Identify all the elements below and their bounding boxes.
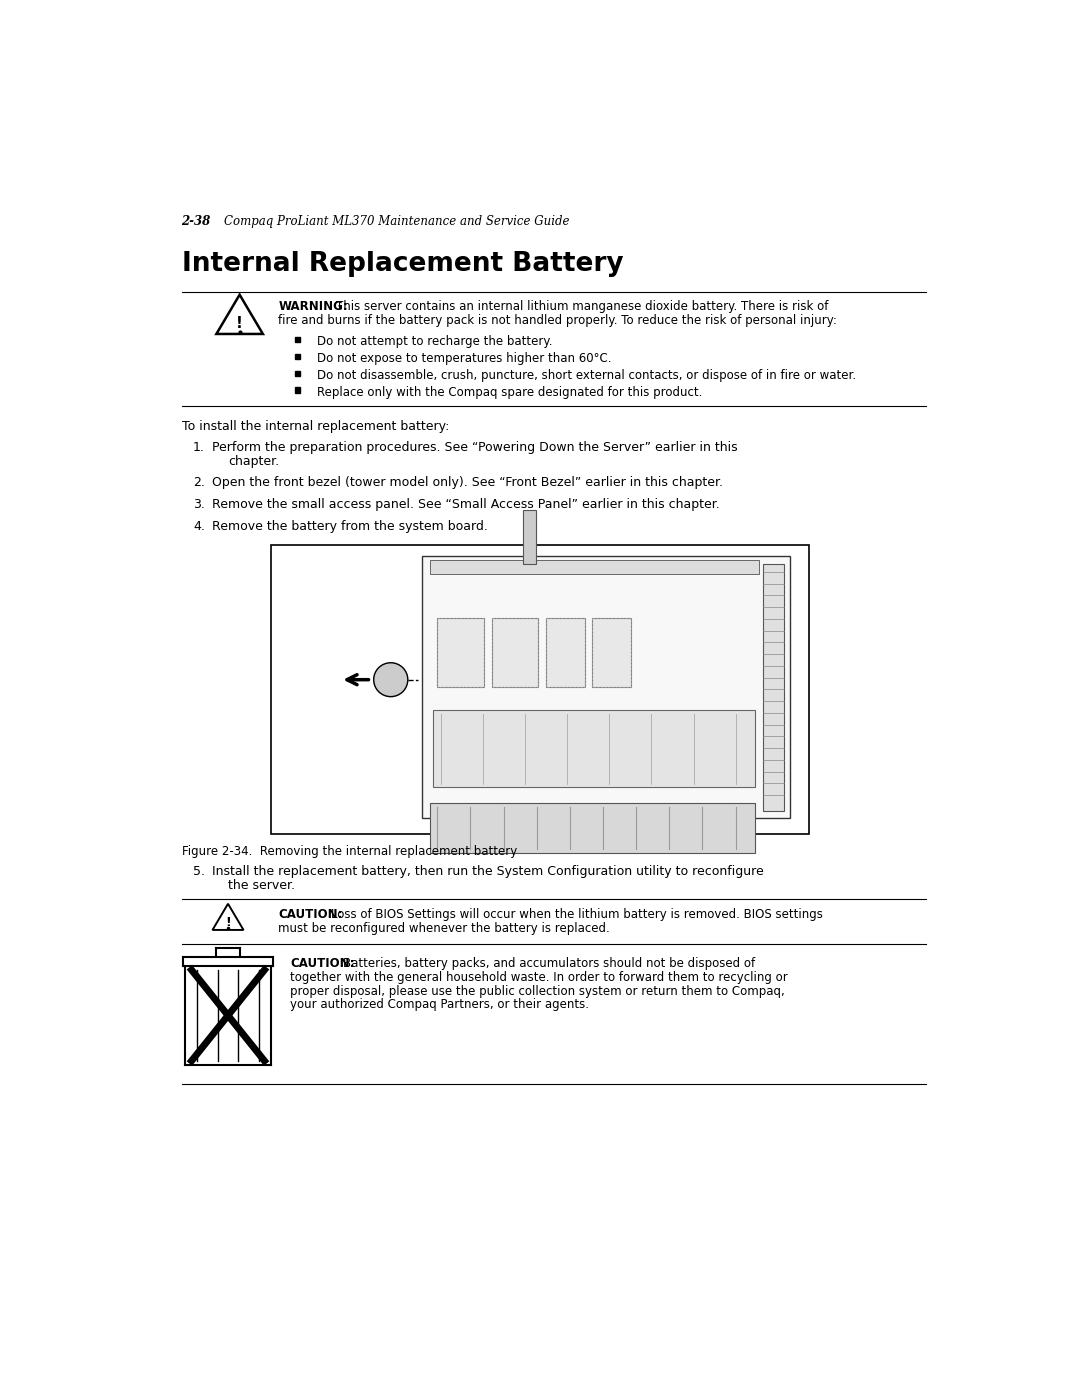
Bar [430, 803, 755, 854]
Text: Do not disassemble, crush, puncture, short external contacts, or dispose of in f: Do not disassemble, crush, puncture, sho… [318, 369, 856, 383]
Text: Do not attempt to recharge the battery.: Do not attempt to recharge the battery. [318, 335, 553, 348]
Circle shape [374, 662, 408, 697]
Text: WARNING:: WARNING: [279, 300, 348, 313]
Text: 2.: 2. [193, 476, 205, 489]
Text: your authorized Compaq Partners, or their agents.: your authorized Compaq Partners, or thei… [291, 999, 589, 1011]
Bar [491, 617, 538, 687]
Text: the server.: the server. [228, 879, 295, 893]
Text: fire and burns if the battery pack is not handled properly. To reduce the risk o: fire and burns if the battery pack is no… [279, 314, 837, 327]
Text: To install the internal replacement battery:: To install the internal replacement batt… [181, 420, 449, 433]
Circle shape [255, 1066, 264, 1076]
Text: Compaq ProLiant ML370 Maintenance and Service Guide: Compaq ProLiant ML370 Maintenance and Se… [225, 215, 569, 228]
Bar [295, 353, 300, 359]
Text: Replace only with the Compaq spare designated for this product.: Replace only with the Compaq spare desig… [318, 387, 702, 400]
Text: !: ! [237, 316, 243, 331]
Text: CAUTION:: CAUTION: [279, 908, 342, 922]
Bar [592, 617, 631, 687]
Text: Internal Replacement Battery: Internal Replacement Battery [181, 251, 623, 277]
Text: chapter.: chapter. [228, 455, 279, 468]
Bar [433, 711, 755, 788]
Bar [762, 564, 784, 810]
Text: must be reconfigured whenever the battery is replaced.: must be reconfigured whenever the batter… [279, 922, 610, 935]
Bar [422, 556, 789, 819]
Bar [430, 560, 759, 574]
Bar [271, 545, 809, 834]
Text: together with the general household waste. In order to forward them to recycling: together with the general household wast… [291, 971, 787, 983]
Bar [523, 510, 537, 564]
Text: 1.: 1. [193, 441, 205, 454]
Text: Perform the preparation procedures. See “Powering Down the Server” earlier in th: Perform the preparation procedures. See … [213, 441, 738, 454]
Text: Remove the battery from the system board.: Remove the battery from the system board… [213, 520, 488, 532]
Bar [437, 617, 484, 687]
Bar [295, 337, 300, 342]
Text: proper disposal, please use the public collection system or return them to Compa: proper disposal, please use the public c… [291, 985, 785, 997]
Bar [295, 370, 300, 376]
Text: Loss of BIOS Settings will occur when the lithium battery is removed. BIOS setti: Loss of BIOS Settings will occur when th… [332, 908, 823, 922]
Bar [545, 617, 584, 687]
Text: This server contains an internal lithium manganese dioxide battery. There is ris: This server contains an internal lithium… [337, 300, 828, 313]
Text: 3.: 3. [193, 497, 205, 511]
Text: Batteries, battery packs, and accumulators should not be disposed of: Batteries, battery packs, and accumulato… [342, 957, 755, 970]
Text: Open the front bezel (tower model only). See “Front Bezel” earlier in this chapt: Open the front bezel (tower model only).… [213, 476, 724, 489]
Text: Remove the small access panel. See “Small Access Panel” earlier in this chapter.: Remove the small access panel. See “Smal… [213, 497, 720, 511]
Text: 5.: 5. [193, 865, 205, 879]
Circle shape [192, 1066, 202, 1076]
Text: !: ! [225, 916, 231, 929]
Text: Install the replacement battery, then run the System Configuration utility to re: Install the replacement battery, then ru… [213, 865, 765, 879]
Text: 2-38: 2-38 [181, 215, 211, 228]
Text: Figure 2-34.  Removing the internal replacement battery: Figure 2-34. Removing the internal repla… [181, 845, 516, 858]
Text: Do not expose to temperatures higher than 60°C.: Do not expose to temperatures higher tha… [318, 352, 611, 366]
Text: 4.: 4. [193, 520, 205, 532]
Bar [295, 387, 300, 393]
Text: CAUTION:: CAUTION: [291, 957, 354, 970]
